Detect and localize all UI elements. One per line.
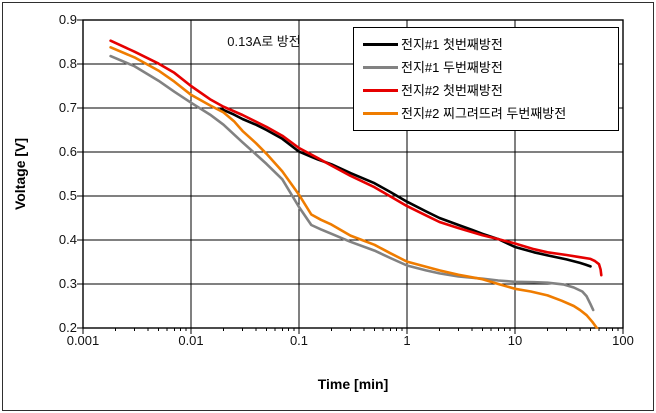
legend-line-sample: [363, 66, 398, 69]
x-tick-label: 0.1: [289, 333, 309, 348]
legend-label: 전지#2 찌그려뜨려 두번째방전: [401, 106, 567, 121]
x-tick-label: 1: [403, 333, 411, 348]
legend-line-sample: [363, 112, 398, 115]
legend-label: 전지#1 두번째방전: [401, 60, 503, 75]
legend-line-sample: [363, 89, 398, 92]
legend-item-0: 전지#1 첫번째방전: [363, 38, 614, 51]
legend-item-2: 전지#2 첫번째방전: [363, 84, 614, 97]
legend-item-1: 전지#1 두번째방전: [363, 61, 614, 74]
legend-label: 전지#2 첫번째방전: [401, 83, 503, 98]
y-tick-label: 0.4: [58, 232, 77, 247]
plot-area-border: [82, 19, 624, 329]
y-tick-label: 0.5: [58, 188, 77, 203]
chart-annotation: 0.13A로 방전: [227, 34, 301, 49]
x-tick-label: 0.01: [178, 333, 204, 348]
series-line-0: [219, 107, 592, 268]
y-tick-label: 0.6: [58, 144, 77, 159]
legend-line-sample: [363, 43, 398, 46]
series-line-3: [109, 45, 599, 329]
series-line-1: [109, 54, 595, 312]
y-tick-label: 0.2: [58, 320, 77, 335]
x-tick-label: 10: [507, 333, 523, 348]
series-line-2: [109, 39, 603, 277]
y-tick-label: 0.8: [58, 56, 77, 71]
x-tick-label: 0.001: [66, 333, 100, 348]
y-tick-label: 0.9: [58, 12, 77, 27]
y-tick-label: 0.3: [58, 276, 77, 291]
x-tick-label: 100: [612, 333, 634, 348]
series-layer: [109, 39, 603, 329]
legend-label: 전지#1 첫번째방전: [401, 37, 503, 52]
y-axis-title: Voltage [V]: [12, 137, 28, 211]
x-axis-title: Time [min]: [317, 376, 389, 392]
y-tick-label: 0.7: [58, 100, 77, 115]
legend-item-3: 전지#2 찌그려뜨려 두번째방전: [363, 107, 614, 120]
